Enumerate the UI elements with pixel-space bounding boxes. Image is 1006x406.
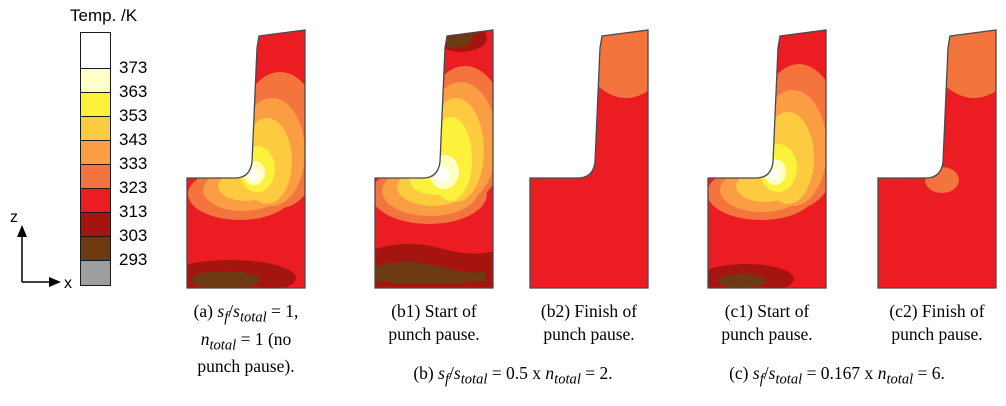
legend-band-light-orange bbox=[81, 141, 110, 165]
legend-band-yellow bbox=[81, 93, 110, 117]
legend-band-white bbox=[81, 33, 110, 69]
legend-band-dark-red bbox=[81, 213, 110, 237]
legend-colorbar bbox=[80, 32, 111, 286]
legend-band-gold bbox=[81, 117, 110, 141]
legend-band-orange bbox=[81, 165, 110, 189]
z-axis-label: z bbox=[10, 209, 18, 226]
legend-title: Temp. /K bbox=[70, 6, 138, 25]
band-white-hotspot bbox=[769, 169, 779, 179]
band-orange-corner bbox=[925, 167, 959, 193]
band-orange-top bbox=[582, 30, 648, 98]
legend-tick-313: 313 bbox=[119, 202, 148, 221]
contour-plot-c1 bbox=[707, 29, 827, 289]
legend-tick-343: 343 bbox=[119, 130, 148, 149]
axis-indicator: z x bbox=[10, 209, 72, 292]
band-brown-bottom bbox=[375, 262, 485, 284]
contour-plot-a bbox=[186, 29, 306, 289]
legend-band-brown bbox=[81, 237, 110, 261]
legend-band-gray bbox=[81, 261, 110, 285]
caption-a: (a) sf/stotal = 1, ntotal = 1 (no punch pa… bbox=[193, 301, 299, 377]
caption-c1: (c1) Start of punch pause. bbox=[721, 301, 813, 345]
band-orange-top bbox=[930, 30, 996, 98]
contour-plot-b1 bbox=[374, 29, 494, 289]
legend-tick-373: 373 bbox=[119, 58, 148, 77]
caption-b1: (b1) Start of punch pause. bbox=[388, 301, 480, 345]
plot-outline bbox=[707, 29, 827, 289]
caption-b: (b) sf/stotal = 0.5 x ntotal = 2. bbox=[413, 363, 613, 388]
legend-tick-323: 323 bbox=[119, 178, 148, 197]
band-brown bbox=[191, 271, 259, 288]
legend-tick-363: 363 bbox=[119, 82, 148, 101]
band-white-hotspot bbox=[248, 170, 258, 180]
legend-tick-303: 303 bbox=[119, 226, 148, 245]
band-brown-top bbox=[446, 32, 475, 48]
plot-outline bbox=[186, 29, 306, 289]
plot-outline bbox=[877, 29, 997, 289]
legend-band-red bbox=[81, 189, 110, 213]
contour-plot-b2 bbox=[529, 29, 649, 289]
caption-c2: (c2) Finish of punch pause. bbox=[889, 301, 985, 345]
plot-outline bbox=[529, 29, 649, 289]
legend-band-pale-yellow bbox=[81, 69, 110, 93]
x-axis-arrowhead-icon bbox=[49, 277, 61, 287]
caption-c: (c) sf/stotal = 0.167 x ntotal = 6. bbox=[729, 363, 945, 388]
caption-b2: (b2) Finish of punch pause. bbox=[540, 301, 638, 345]
band-white-hotspot bbox=[435, 168, 449, 182]
contour-plot-c2 bbox=[877, 29, 997, 289]
x-axis-label: x bbox=[64, 275, 72, 292]
z-axis-arrowhead-icon bbox=[17, 225, 27, 237]
legend-tick-333: 333 bbox=[119, 154, 148, 173]
legend-tick-293: 293 bbox=[119, 250, 148, 269]
plot-outline bbox=[374, 29, 494, 289]
band-brown bbox=[718, 274, 766, 288]
legend-tick-353: 353 bbox=[119, 106, 148, 125]
